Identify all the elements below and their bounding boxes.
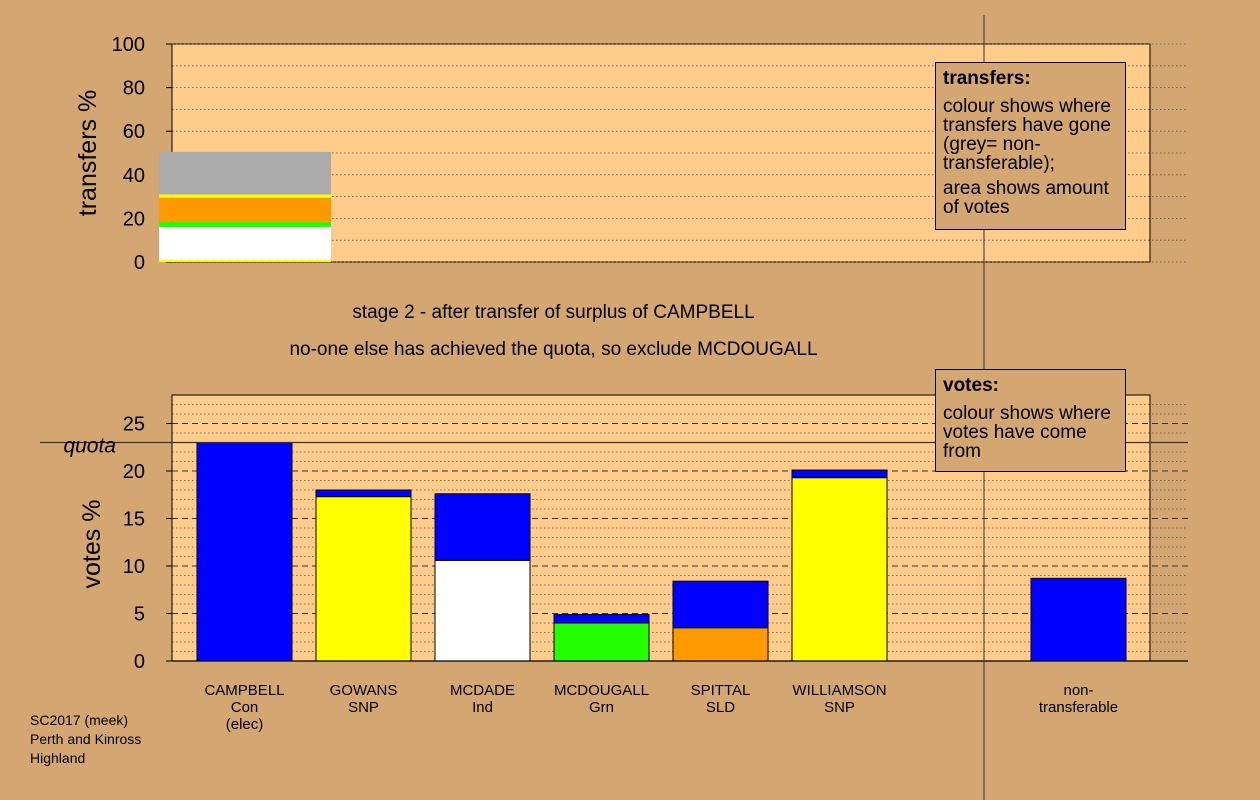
votes-legend-text: colour shows where votes have come from [943, 403, 1111, 462]
votes-category-label: WILLIAMSON [792, 682, 886, 699]
footer-council: Perth and Kinross [30, 731, 142, 747]
votes-legend-box: votes: colour shows where votes have com… [935, 369, 1126, 472]
quota-label: quota [63, 435, 116, 458]
transfers-y-tick-label: 20 [123, 208, 145, 230]
votes-y-tick-label: 20 [123, 461, 145, 483]
votes-category-label: Ind [472, 699, 493, 716]
transfers-y-tick-label: 40 [123, 165, 145, 187]
votes-y-tick-label: 15 [123, 509, 145, 531]
votes-bar-segment [1030, 577, 1127, 662]
votes-y-tick-label: 5 [134, 604, 145, 626]
transfers-legend-title: transfers: [943, 68, 1031, 89]
transfers-y-tick-label: 0 [134, 252, 145, 274]
votes-y-tick-label: 0 [134, 651, 145, 673]
transfers-bar-segment [159, 194, 331, 198]
votes-bar-segment [791, 469, 888, 479]
stage-action: no-one else has achieved the quota, so e… [289, 339, 818, 360]
stage-description: stage 2 - after transfer of surplus of C… [352, 302, 755, 323]
votes-category-label: SLD [706, 699, 735, 716]
votes-category-label: MCDADE [450, 682, 515, 699]
transfers-bar-segment [159, 259, 331, 262]
votes-category-label: SPITTAL [691, 682, 751, 699]
transfers-bar-segment [159, 197, 331, 222]
transfers-legend-box: transfers: colour shows where transfers … [935, 62, 1126, 230]
footer-ward: Highland [30, 750, 86, 766]
footer-method: SC2017 (meek) [30, 712, 129, 728]
transfers-legend-text: colour shows where transfers have gone (… [943, 96, 1111, 174]
transfers-bar-segment [159, 151, 331, 195]
votes-legend-title: votes: [943, 375, 999, 396]
votes-bar-segment [315, 496, 412, 662]
transfers-legend-text-area: area shows amount of votes [943, 178, 1109, 218]
votes-bar-segment [196, 442, 293, 662]
votes-y-axis-label: votes % [78, 500, 106, 589]
votes-category-label: CAMPBELL [204, 682, 284, 699]
votes-bar-segment [434, 559, 531, 662]
votes-category-label: transferable [1039, 699, 1118, 716]
transfers-y-tick-label: 60 [123, 121, 145, 143]
votes-category-label: SNP [348, 699, 379, 716]
votes-bar-segment [434, 493, 531, 561]
votes-bar-segment [553, 613, 650, 624]
transfers-bar-segment [159, 227, 331, 260]
transfers-y-tick-label: 100 [112, 34, 145, 56]
transfers-y-tick-label: 80 [123, 78, 145, 100]
votes-category-label: Con [231, 699, 259, 716]
votes-y-tick-label: 25 [123, 414, 145, 436]
votes-category-label: (elec) [226, 716, 264, 733]
transfers-y-axis-label: transfers % [74, 90, 102, 216]
transfers-bar-segment [159, 221, 331, 228]
votes-category-label: non- [1063, 682, 1093, 699]
footer: SC2017 (meek) Perth and Kinross Highland [30, 711, 141, 768]
votes-bar-segment [315, 489, 412, 498]
votes-bar-segment [672, 580, 769, 629]
votes-bar-segment [553, 622, 650, 662]
votes-category-label: GOWANS [330, 682, 398, 699]
votes-category-label: SNP [824, 699, 855, 716]
votes-bar-segment [672, 627, 769, 662]
votes-bar-segment [791, 477, 888, 662]
votes-category-label: MCDOUGALL [554, 682, 649, 699]
votes-y-tick-label: 10 [123, 556, 145, 578]
votes-category-label: Grn [589, 699, 614, 716]
